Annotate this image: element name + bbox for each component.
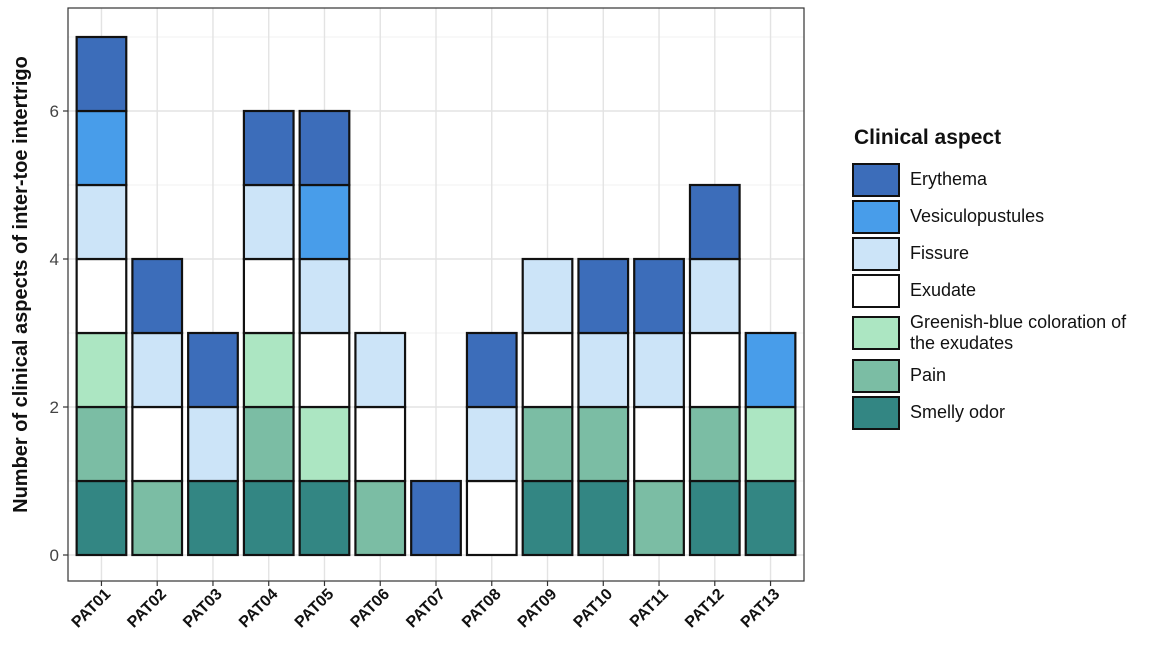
legend-item-exudate: Exudate <box>852 272 1152 309</box>
bar-segment-pat13-greenish-blue-coloration-of-the-exudates <box>744 405 797 483</box>
legend-item-vesiculopustules: Vesiculopustules <box>852 198 1152 235</box>
bar-segment-pat10-erythema <box>577 257 630 335</box>
bar-segment-pat02-exudate <box>131 405 184 483</box>
bar-segment-pat05-greenish-blue-coloration-of-the-exudates <box>298 405 351 483</box>
bar-segment-pat12-erythema <box>688 183 741 261</box>
legend-title: Clinical aspect <box>854 126 1002 149</box>
bar-segment-pat08-fissure <box>465 405 518 483</box>
bar-segment-pat10-fissure <box>577 331 630 409</box>
x-tick-label: PAT01 <box>69 586 115 632</box>
bar-segment-pat08-exudate <box>465 479 518 557</box>
legend-swatch-erythema <box>852 162 900 197</box>
bar-segment-pat01-exudate <box>75 257 128 335</box>
bar-segment-pat10-pain <box>577 405 630 483</box>
bar-segment-pat12-smelly-odor <box>688 479 741 557</box>
bar-segment-pat08-erythema <box>465 331 518 409</box>
bar-segment-pat12-fissure <box>688 257 741 335</box>
y-tick-label: 4 <box>50 250 59 269</box>
bar-segment-pat07-erythema <box>410 479 462 557</box>
bar-segment-pat13-smelly-odor <box>744 479 797 557</box>
x-tick-label: PAT10 <box>571 586 617 632</box>
legend-item-smelly-odor: Smelly odor <box>852 394 1152 431</box>
bar-segment-pat12-exudate <box>688 331 741 409</box>
bar-segment-pat04-smelly-odor <box>242 479 295 557</box>
bar-segment-pat01-greenish-blue-coloration-of-the-exudates <box>75 331 128 409</box>
bar-segment-pat05-fissure <box>298 257 351 335</box>
legend-label-fissure: Fissure <box>910 243 970 263</box>
legend-swatch-exudate <box>852 273 900 308</box>
legend-swatch-vesiculopustules <box>852 199 900 234</box>
x-tick-label: PAT05 <box>292 586 338 632</box>
bar-segment-pat06-fissure <box>354 331 407 409</box>
x-tick-label: PAT06 <box>348 586 394 632</box>
bar-segment-pat01-smelly-odor <box>75 479 128 557</box>
legend-swatch-greenish-blue <box>852 316 900 350</box>
bar-segment-pat09-pain <box>521 405 574 483</box>
bar-segment-pat03-fissure <box>187 405 239 483</box>
bar-segment-pat01-erythema <box>75 35 128 113</box>
legend-label-erythema: Erythema <box>910 169 988 189</box>
legend-label-greenish-blue: Greenish-blue coloration of the exudates <box>910 312 1127 353</box>
bar-segment-pat02-pain <box>131 479 184 557</box>
y-tick-label: 2 <box>50 398 59 417</box>
legend-swatch-pain <box>852 358 900 393</box>
y-tick-label: 0 <box>50 546 59 565</box>
bar-segment-pat13-vesiculopustules <box>744 331 797 409</box>
x-tick-label: PAT11 <box>627 586 672 631</box>
bar-segment-pat06-exudate <box>354 405 407 483</box>
bar-segment-pat09-exudate <box>521 331 574 409</box>
x-tick-label: PAT04 <box>236 586 282 632</box>
bar-segment-pat11-erythema <box>633 257 685 335</box>
bar-segment-pat09-smelly-odor <box>521 479 574 557</box>
legend-label-pain: Pain <box>910 365 947 385</box>
legend-item-fissure: Fissure <box>852 235 1152 272</box>
legend-label-vesiculopustules: Vesiculopustules <box>910 206 1045 226</box>
legend: Clinical aspect Erythema Vesiculopustule… <box>852 126 1152 431</box>
x-tick-label: PAT02 <box>124 586 170 632</box>
legend-label-exudate: Exudate <box>910 280 977 300</box>
bar-segment-pat02-erythema <box>131 257 184 335</box>
x-tick-label: PAT12 <box>682 586 728 632</box>
bar-segment-pat11-pain <box>633 479 685 557</box>
bar-segment-pat04-exudate <box>242 257 295 335</box>
legend-item-greenish-blue: Greenish-blue coloration of the exudates <box>852 309 1152 357</box>
bar-segment-pat01-fissure <box>75 183 128 261</box>
legend-item-pain: Pain <box>852 357 1152 394</box>
x-tick-label: PAT07 <box>403 586 449 632</box>
bar-segment-pat01-pain <box>75 405 128 483</box>
x-tick-label: PAT08 <box>459 586 505 632</box>
x-tick-label: PAT09 <box>515 586 561 632</box>
bar-segment-pat05-erythema <box>298 109 351 187</box>
bar-segment-pat11-fissure <box>633 331 685 409</box>
y-axis-title: Number of clinical aspects of inter-toe … <box>10 56 32 513</box>
bar-segment-pat04-pain <box>242 405 295 483</box>
bar-segment-pat04-erythema <box>242 109 295 187</box>
x-tick-label: PAT13 <box>738 586 784 632</box>
bar-segment-pat02-fissure <box>131 331 184 409</box>
legend-item-erythema: Erythema <box>852 161 1152 198</box>
y-tick-label: 6 <box>50 102 59 121</box>
legend-swatch-smelly-odor <box>852 395 900 430</box>
bar-segment-pat04-greenish-blue-coloration-of-the-exudates <box>242 331 295 409</box>
bar-segment-pat06-pain <box>354 479 407 557</box>
bar-segment-pat09-fissure <box>521 257 574 335</box>
bar-segment-pat05-smelly-odor <box>298 479 351 557</box>
legend-label-smelly-odor: Smelly odor <box>910 402 1006 422</box>
legend-swatch-fissure <box>852 236 900 271</box>
bar-segment-pat11-exudate <box>633 405 685 483</box>
bar-segment-pat10-smelly-odor <box>577 479 630 557</box>
bar-segment-pat12-pain <box>688 405 741 483</box>
bar-segment-pat03-erythema <box>187 331 239 409</box>
bar-segment-pat04-fissure <box>242 183 295 261</box>
x-tick-label: PAT03 <box>180 586 226 632</box>
bar-segment-pat05-exudate <box>298 331 351 409</box>
bar-segment-pat05-vesiculopustules <box>298 183 351 261</box>
bar-segment-pat03-smelly-odor <box>187 479 239 557</box>
bar-segment-pat01-vesiculopustules <box>75 109 128 187</box>
